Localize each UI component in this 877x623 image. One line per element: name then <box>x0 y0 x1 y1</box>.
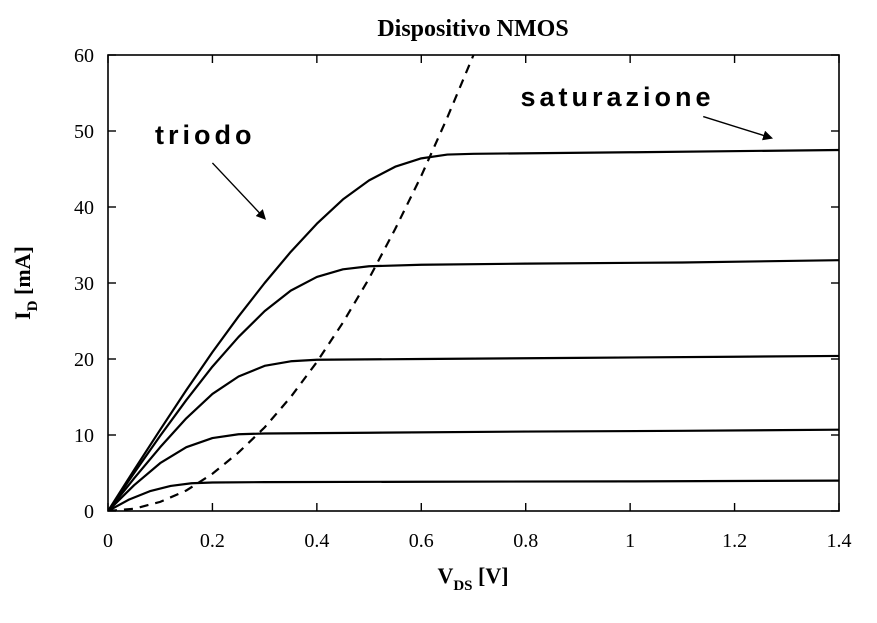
x-axis-label-unit: [V] <box>473 563 509 588</box>
x-tick-label: 0.4 <box>304 530 329 552</box>
y-axis-label-unit: [mA] <box>10 246 35 300</box>
chart-title: Dispositivo NMOS <box>377 16 568 42</box>
y-tick-label: 0 <box>84 501 94 523</box>
y-tick-label: 50 <box>74 121 94 143</box>
x-tick-label: 0.6 <box>409 530 434 552</box>
ticks-layer: 0 0.2 0.4 0.6 0.8 1 1.2 1.4 0 10 20 30 40 50 60 <box>74 45 852 552</box>
x-axis-label-sub: DS <box>453 578 472 594</box>
x-tick-label: 1.4 <box>827 530 852 552</box>
x-tick-label: 1 <box>625 530 635 552</box>
x-axis-label: VDS [V] <box>437 563 508 594</box>
y-tick-label: 60 <box>74 45 94 67</box>
series-curve-1 <box>108 428 839 511</box>
x-axis-label-main: V <box>437 563 453 588</box>
y-tick-label: 40 <box>74 197 94 219</box>
y-tick-label: 20 <box>74 349 94 371</box>
x-tick-label: 0.2 <box>200 530 225 552</box>
x-tick-label: 0.8 <box>513 530 538 552</box>
y-tick-label: 30 <box>74 273 94 295</box>
series-curve-0 <box>108 479 839 511</box>
y-axis-label-sub: D <box>25 300 41 311</box>
annotation-label-1: saturazione <box>520 82 714 112</box>
series-curve-2 <box>108 354 839 511</box>
series-layer <box>108 55 839 511</box>
y-axis-label: ID [mA] <box>10 246 41 320</box>
annotation-label-0: triodo <box>155 120 255 150</box>
x-tick-label: 0 <box>103 530 113 552</box>
series-curve-4 <box>108 148 839 511</box>
annotation-arrow-0 <box>211 162 267 220</box>
x-tick-label: 1.2 <box>722 530 747 552</box>
annotations-layer: triodo saturazione <box>155 82 774 220</box>
y-axis-label-main: I <box>10 311 35 320</box>
y-tick-label: 10 <box>74 425 94 447</box>
series-curve-3 <box>108 259 839 511</box>
annotation-arrow-1 <box>703 115 774 141</box>
